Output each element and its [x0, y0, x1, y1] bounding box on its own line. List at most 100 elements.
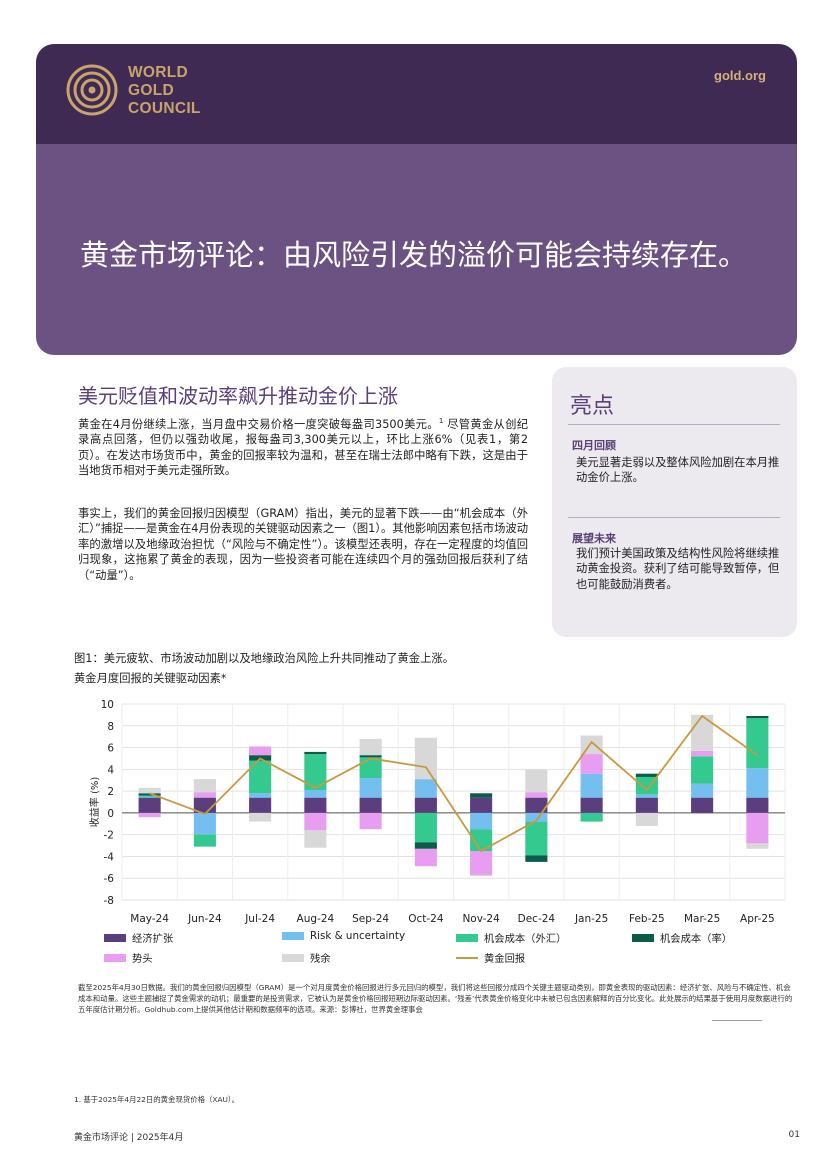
bar-segment — [138, 812, 161, 818]
x-tick-label: Mar-25 — [684, 913, 720, 925]
bar-segment — [580, 797, 603, 813]
legend-item: 经济扩张 — [104, 930, 173, 945]
legend-swatch — [456, 933, 478, 942]
y-tick-label: 8 — [107, 721, 114, 733]
bar-segment — [746, 715, 769, 719]
legend-swatch — [104, 933, 126, 942]
bar-segment — [249, 812, 272, 822]
legend-label: Risk & uncertainty — [310, 930, 406, 942]
legend-label: 残余 — [310, 953, 331, 965]
bar-segment — [580, 754, 603, 774]
x-tick-label: Jun-24 — [187, 913, 222, 925]
legend-swatch — [456, 956, 478, 959]
y-tick-label: 4 — [107, 764, 114, 776]
bar-segment — [691, 797, 714, 813]
bar-segment — [193, 834, 216, 847]
legend-swatch — [282, 932, 304, 940]
bar-segment — [691, 714, 714, 751]
bar-segment — [359, 757, 382, 779]
bar-segment — [525, 769, 548, 793]
bar-segment — [304, 830, 327, 848]
bar-segment — [138, 787, 161, 794]
bar-segment — [414, 779, 437, 798]
bar-segment — [635, 797, 658, 813]
bar-segment — [525, 812, 548, 822]
divider — [568, 424, 780, 425]
site-link[interactable]: gold.org — [714, 68, 766, 83]
footnote: 1. 基于2025年4月22日的黄金现货价格（XAU）。 — [74, 1095, 240, 1104]
bar-segment — [525, 821, 548, 856]
bar-segment — [193, 779, 216, 793]
legend-item: 机会成本（率） — [632, 930, 732, 945]
bar-segment — [359, 778, 382, 798]
bar-segment — [470, 874, 493, 877]
legend-label: 机会成本（率） — [660, 933, 733, 945]
legend-label: 黄金回报 — [484, 953, 526, 965]
y-tick-label: 2 — [107, 786, 114, 798]
y-tick-label: 0 — [107, 808, 114, 820]
bar-segment — [746, 718, 769, 769]
logo-rings-icon — [66, 64, 118, 116]
highlights-panel — [552, 367, 797, 637]
bar-segment — [691, 756, 714, 784]
x-tick-label: May-24 — [130, 913, 169, 925]
bar-segment — [635, 773, 658, 777]
x-tick-label: Nov-24 — [462, 913, 500, 925]
legend-swatch — [104, 953, 126, 962]
figure-title: 图1：美元疲软、市场波动加剧以及地缘政治风险上升共同推动了黄金上涨。 — [74, 652, 454, 665]
bar-segment — [193, 812, 216, 835]
legend-item: 黄金回报 — [456, 950, 525, 965]
bar-segment — [635, 812, 658, 826]
legend-swatch — [282, 953, 304, 962]
divider — [568, 517, 780, 518]
bar-segment — [414, 842, 437, 849]
y-tick-label: 10 — [101, 699, 114, 711]
bar-segment — [304, 754, 327, 791]
header-band — [36, 44, 797, 144]
paragraph-1: 黄金在4月份继续上涨，当月盘中交易价格一度突破每盎司3500美元。1 尽管黄金从… — [78, 417, 528, 477]
bar-segment — [359, 738, 382, 756]
section-heading: 美元贬值和波动率飙升推动金价上涨 — [78, 384, 398, 408]
bar-segment — [249, 760, 272, 794]
bar-segment — [691, 750, 714, 757]
x-tick-label: Jul-24 — [244, 913, 275, 925]
y-axis-label: 收益率 (%) — [88, 777, 101, 828]
bar-segment — [193, 792, 216, 798]
bar-segment — [304, 797, 327, 813]
highlight-heading: 四月回顾 — [572, 439, 616, 452]
bar-segment — [414, 848, 437, 867]
bar-segment — [470, 812, 493, 830]
highlights-title: 亮点 — [570, 394, 615, 419]
bar-segment — [249, 797, 272, 813]
legend-swatch — [632, 933, 654, 942]
legend-label: 经济扩张 — [132, 933, 174, 945]
bar-segment — [359, 755, 382, 758]
bar-segment — [414, 812, 437, 843]
bar-segment — [304, 751, 327, 755]
driver-chart: 10 8 6 4 2 0 -2 -4 -6 -8 收益率 (%) May-24 Jun-24 Jul-24… — [88, 699, 786, 925]
bar-segment — [304, 790, 327, 798]
legend-item: Risk & uncertainty — [282, 930, 405, 942]
highlight-heading: 展望未来 — [572, 532, 616, 545]
x-tick-label: Jan-25 — [574, 913, 608, 925]
legend-item: 残余 — [282, 950, 331, 965]
legend-item: 机会成本（外汇） — [456, 930, 566, 945]
y-tick-label: -8 — [104, 895, 114, 907]
page-title: 黄金市场评论：由风险引发的溢价可能会持续存在。 — [80, 238, 748, 272]
bar-segment — [746, 797, 769, 813]
bar-segment — [525, 797, 548, 813]
bar-segment — [138, 796, 161, 798]
bar-segment — [746, 812, 769, 844]
legend-label: 机会成本（外汇） — [484, 933, 567, 945]
bar-segment — [580, 812, 603, 822]
page-number: 01 — [788, 1130, 800, 1140]
bar-segment — [249, 746, 272, 756]
footer-title: 黄金市场评论 | 2025年4月 — [74, 1133, 184, 1143]
bar-segment — [249, 793, 272, 798]
footnote-ref[interactable]: 1 — [438, 417, 444, 425]
paragraph-2: 事实上，我们的黄金回报归因模型（GRAM）指出，美元的显著下跌——由“机会成本（… — [78, 507, 528, 582]
x-tick-label: Apr-25 — [740, 913, 775, 925]
bar-segment — [304, 812, 327, 831]
bar-segment — [525, 792, 548, 798]
highlight-text: 我们预计美国政策及结构性风险将继续推动黄金投资。获利了结可能导致暂停，但也可能鼓… — [576, 547, 780, 591]
